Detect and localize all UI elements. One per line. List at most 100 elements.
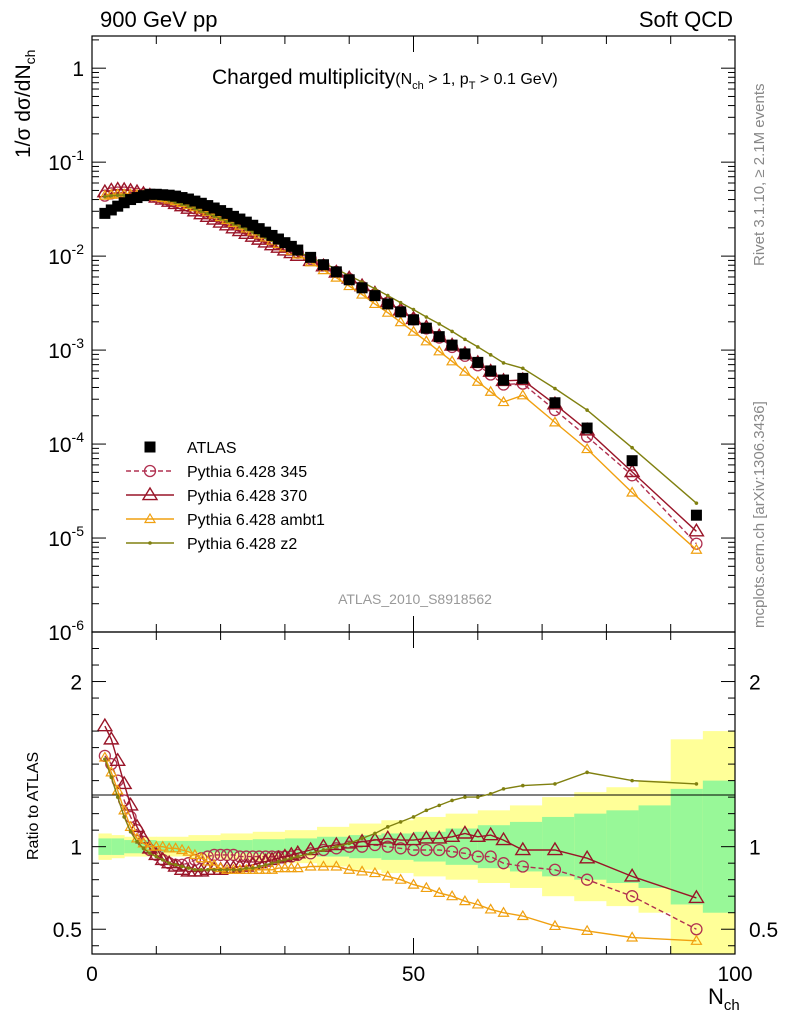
ratio-series-point xyxy=(148,851,152,856)
ratio-series-point xyxy=(623,868,641,882)
ratio-series-point xyxy=(128,830,133,834)
ratio-series-point xyxy=(231,867,236,872)
legend-label: Pythia 6.428 ambt1 xyxy=(187,512,325,529)
legend-label: Pythia 6.428 370 xyxy=(187,488,307,505)
ratio-band-inner xyxy=(670,788,704,905)
main-series-point xyxy=(98,189,111,200)
ratio-series-point xyxy=(398,820,403,824)
main-series-layer xyxy=(96,181,705,554)
ratio-series-point xyxy=(180,864,184,869)
ratio-series-point xyxy=(458,847,472,860)
ratio-series-point xyxy=(484,903,497,914)
ratio-series-layer xyxy=(96,717,705,945)
ratio-series-point xyxy=(257,864,261,869)
main-series-point xyxy=(212,214,229,228)
atlas-data-point xyxy=(517,372,529,384)
ratio-axis-ticks: 0.5 0.5 1 1 2 2 0 50 100 xyxy=(53,632,778,986)
ratio-series-point xyxy=(471,850,484,863)
ratio-series-point xyxy=(227,863,240,874)
ratio-xtick-label: 50 xyxy=(402,963,425,986)
ratio-series-point xyxy=(373,831,377,836)
atlas-data-point xyxy=(260,226,272,238)
atlas-data-point xyxy=(221,207,233,219)
legend-marker xyxy=(148,541,152,545)
ratio-series-point xyxy=(456,825,474,839)
ratio-series-point xyxy=(484,850,497,863)
atlas-data-point xyxy=(581,422,593,434)
main-series-point xyxy=(437,322,442,326)
ratio-series-point xyxy=(330,860,343,871)
ratio-series-point xyxy=(443,828,461,843)
ratio-series-point xyxy=(548,919,562,931)
ratio-series-point xyxy=(317,860,330,871)
ratio-uncertainty-bands xyxy=(98,731,736,954)
main-ytick-label: 10-6 xyxy=(48,617,84,645)
atlas-data-point xyxy=(105,204,117,216)
atlas-data-point xyxy=(118,197,130,209)
main-series-point xyxy=(115,193,120,197)
ratio-series-point xyxy=(167,861,171,865)
main-series-point xyxy=(122,193,126,197)
ratio-series-point xyxy=(433,843,446,857)
main-ytick-label: 10-2 xyxy=(48,241,84,269)
ratio-series-point xyxy=(148,846,165,861)
main-ylabel-sub: ch xyxy=(22,50,38,65)
ratio-series-point xyxy=(128,818,146,833)
atlas-data-point xyxy=(272,233,284,245)
legend: ATLAS Pythia 6.428 345 Pythia 6.428 370 Pyt… xyxy=(126,440,325,553)
main-ytick-label: 10-1 xyxy=(48,147,84,175)
main-series-point xyxy=(218,216,236,231)
atlas-data-point xyxy=(125,194,137,206)
ratio-series-point xyxy=(381,870,394,881)
atlas-data-point xyxy=(131,192,143,204)
atlas-data-point xyxy=(472,356,484,368)
ratio-series-point xyxy=(405,831,422,846)
ratio-xlabel-sub: ch xyxy=(724,997,740,1014)
main-ytick-label-base: 10 xyxy=(48,152,71,175)
main-series-point xyxy=(394,316,407,327)
main-series-point xyxy=(488,353,493,357)
ratio-band-inner xyxy=(477,825,511,869)
ratio-series-point xyxy=(238,858,255,872)
ratio-series-point xyxy=(263,863,268,867)
ratio-series-point xyxy=(516,909,529,921)
main-series-point xyxy=(205,211,210,216)
main-ytick-label: 10-3 xyxy=(48,335,84,363)
ratio-series-point xyxy=(328,836,345,851)
main-ytick-label-exp: -4 xyxy=(72,429,85,445)
ratio-series-point xyxy=(581,924,594,935)
ratio-series-point xyxy=(420,881,433,893)
ratio-xlabel-text: N xyxy=(708,984,724,1009)
main-series-point xyxy=(553,386,557,391)
main-series-point xyxy=(368,297,381,309)
ratio-series-point xyxy=(218,867,223,872)
atlas-data-point xyxy=(408,314,419,326)
main-series-point xyxy=(585,408,589,412)
ratio-series-point xyxy=(240,850,253,863)
ratio-band-inner xyxy=(574,813,607,880)
main-series-point xyxy=(626,486,639,497)
ratio-series-point xyxy=(418,830,435,844)
atlas-data-point xyxy=(356,282,368,294)
main-series-point xyxy=(688,522,705,537)
atlas-data-point xyxy=(690,509,702,521)
main-series-point xyxy=(690,543,703,554)
ratio-series-point xyxy=(278,861,291,873)
main-series-point xyxy=(238,225,242,229)
main-series-point xyxy=(458,365,471,376)
ratio-series-point xyxy=(238,867,242,872)
main-series-point xyxy=(109,193,114,198)
main-series-point xyxy=(186,204,191,209)
ratio-series-point xyxy=(259,863,272,874)
ratio-series-point xyxy=(433,886,446,898)
mcplots-source-text: mcplots.cern.ch [arXiv:1306.3436] xyxy=(751,401,768,628)
header-left: 900 GeV pp xyxy=(100,7,217,32)
title-cut-a-sub: ch xyxy=(412,80,424,92)
main-series-point xyxy=(581,442,594,454)
atlas-data-point xyxy=(227,210,239,222)
main-series-point xyxy=(105,188,118,199)
atlas-data-point xyxy=(112,200,124,212)
atlas-data-point xyxy=(137,190,149,202)
ratio-series-point xyxy=(103,730,120,745)
